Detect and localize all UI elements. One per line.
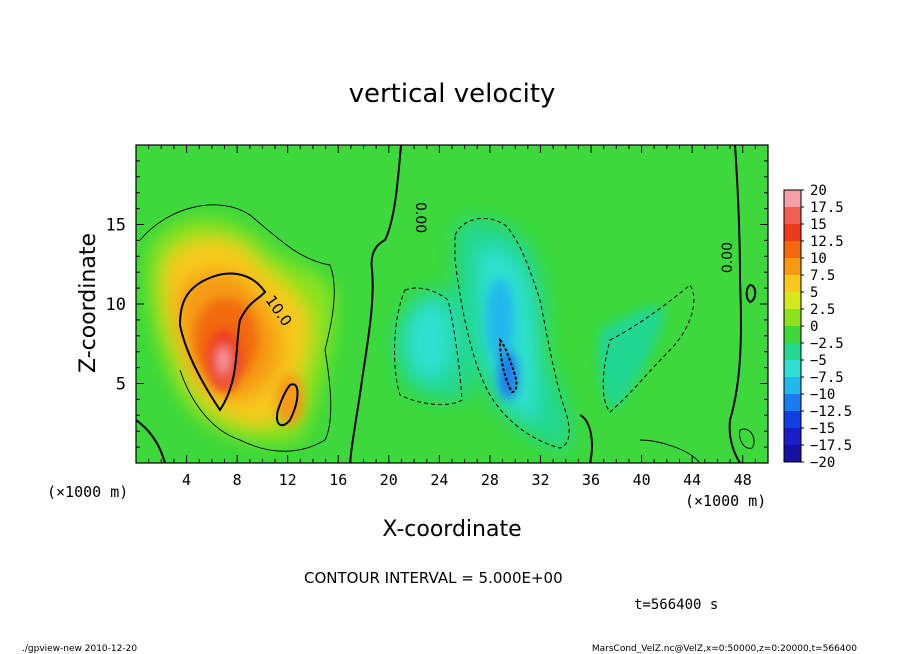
plot-area [136, 145, 768, 463]
y-tick-label: 15 [106, 216, 126, 236]
contour-label: 0.00 [412, 202, 428, 233]
colorbar-label: 10 [810, 251, 827, 267]
x-tick-label: 44 [683, 471, 701, 489]
x-tick-label: 24 [430, 471, 448, 489]
colorbar-label: 17.5 [810, 200, 844, 216]
colorbar: 2017.51512.5107.552.50−2.5−5−7.5−10−12.5… [783, 183, 852, 471]
contour-lines [136, 145, 757, 463]
colorbar-swatch [784, 224, 801, 242]
colorbar-label: −7.5 [810, 370, 844, 386]
colorbar-swatch [784, 190, 801, 208]
x-tick-label: 4 [182, 471, 191, 489]
x-tick-label: 12 [279, 471, 297, 489]
colorbar-label: −2.5 [810, 336, 844, 352]
colorbar-swatch [784, 394, 801, 412]
colorbar-label: −5 [810, 353, 827, 369]
x-unit-label-left: (×1000 m) [47, 483, 128, 501]
footer-left: ./gpview-new 2010-12-20 [22, 644, 137, 654]
colorbar-label: 2.5 [810, 302, 835, 318]
colorbar-label: 5 [810, 285, 818, 301]
time-text: t=566400 s [634, 597, 718, 613]
colorbar-label: −12.5 [810, 404, 852, 420]
chart-title: vertical velocity [349, 79, 556, 109]
colorbar-swatch [784, 343, 801, 361]
y-axis: 5 10 15 [106, 160, 768, 448]
colorbar-swatch [784, 258, 801, 276]
colorbar-label: 12.5 [810, 234, 844, 250]
colorbar-label: 20 [810, 183, 827, 199]
colorbar-label: 7.5 [810, 268, 835, 284]
colorbar-label: −20 [810, 455, 835, 471]
colorbar-label: −17.5 [810, 438, 852, 454]
colorbar-swatch [784, 241, 801, 259]
y-tick-label: 10 [106, 295, 126, 315]
x-tick-label: 20 [380, 471, 398, 489]
colorbar-swatch [784, 428, 801, 446]
x-tick-label: 40 [633, 471, 651, 489]
colorbar-label: 0 [810, 319, 818, 335]
colorbar-swatch [784, 377, 801, 395]
x-tick-label: 28 [481, 471, 499, 489]
colorbar-label: −10 [810, 387, 835, 403]
contour-label: 0.00 [720, 242, 736, 273]
x-unit-label-right: (×1000 m) [685, 492, 766, 510]
colorbar-swatch [784, 309, 801, 327]
colorbar-swatch [784, 275, 801, 293]
downdraft-core [486, 278, 665, 410]
colorbar-swatch [784, 292, 801, 310]
y-axis-label: Z-coordinate [76, 233, 101, 373]
x-tick-label: 8 [233, 471, 242, 489]
colorbar-swatch [784, 411, 801, 429]
x-tick-label: 16 [329, 471, 347, 489]
colorbar-label: 15 [810, 217, 827, 233]
x-axis-label: X-coordinate [382, 517, 521, 542]
x-tick-label: 32 [531, 471, 549, 489]
colorbar-swatch [784, 445, 801, 463]
footer-right: MarsCond_VelZ.nc@VelZ,x=0:50000,z=0:2000… [592, 644, 857, 654]
y-tick-label: 5 [116, 375, 126, 395]
colorbar-label: −15 [810, 421, 835, 437]
x-axis: 4 8 12 16 20 24 28 32 36 40 44 48 [148, 145, 756, 489]
contour-interval-text: CONTOUR INTERVAL = 5.000E+00 [304, 569, 563, 587]
x-tick-label: 36 [582, 471, 600, 489]
colorbar-swatch [784, 326, 801, 344]
colorbar-swatch [784, 360, 801, 378]
colorbar-swatch [784, 207, 801, 225]
x-tick-label: 48 [734, 471, 752, 489]
